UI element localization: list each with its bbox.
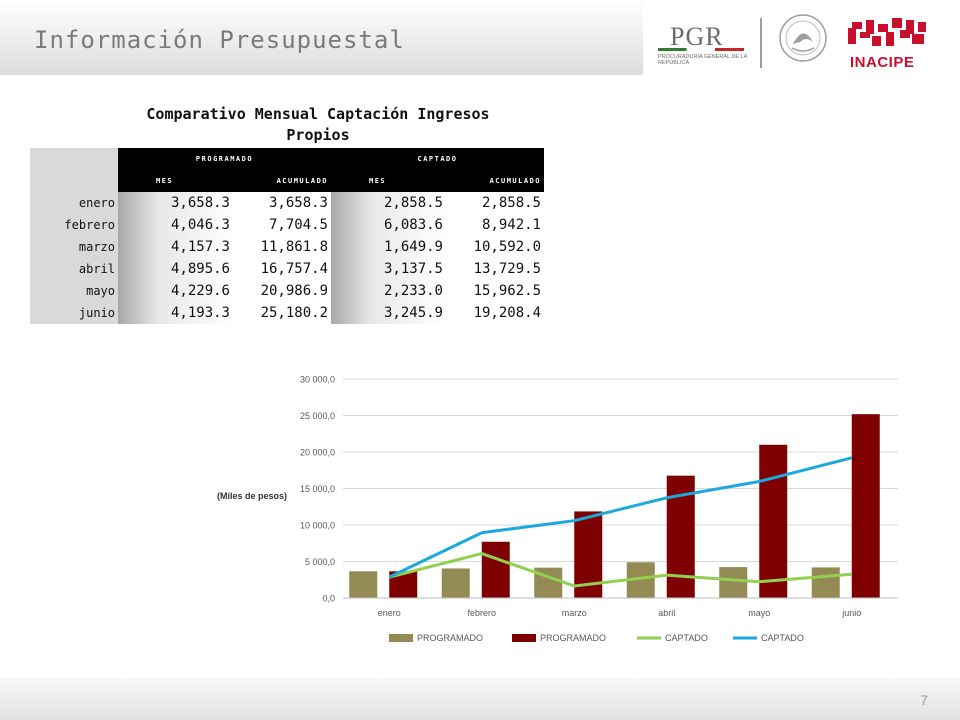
pgr-logo-subtitle: PROCURADURÍA GENERAL DE LA REPÚBLICA	[658, 54, 748, 66]
row-capt-acum: 13,729.5	[446, 258, 544, 280]
header-capt-mes: MES	[331, 170, 446, 192]
table-title-line2: Propios	[286, 126, 350, 144]
inacipe-logo-icon	[848, 18, 926, 46]
row-prog-mes: 4,193.3	[118, 302, 233, 324]
x-tick-label: junio	[841, 608, 861, 618]
y-tick-label: 20 000,0	[300, 448, 335, 458]
table-corner-2	[30, 170, 118, 192]
table-title-line1: Comparativo Mensual Captación Ingresos	[146, 105, 490, 123]
x-tick-label: marzo	[562, 608, 587, 618]
row-prog-mes: 4,895.6	[118, 258, 233, 280]
y-tick-label: 30 000,0	[300, 375, 335, 385]
row-month: mayo	[30, 280, 118, 302]
x-tick-label: enero	[378, 608, 401, 618]
table-title: Comparativo Mensual Captación Ingresos P…	[90, 104, 546, 146]
page-title: Información Presupuestal	[34, 26, 405, 54]
table-group-header-row: PROGRAMADO CAPTADO	[30, 148, 544, 170]
bar-programado-mes	[719, 567, 748, 598]
legend-swatch	[512, 634, 536, 642]
table-corner	[30, 148, 118, 170]
row-prog-acum: 20,986.9	[233, 280, 331, 302]
inacipe-logo-text: INACIPE	[850, 54, 915, 71]
row-month: febrero	[30, 214, 118, 236]
pgr-logo-rule	[658, 48, 744, 51]
legend-label: PROGRAMADO	[417, 633, 483, 643]
row-capt-acum: 15,962.5	[446, 280, 544, 302]
row-capt-mes: 3,137.5	[331, 258, 446, 280]
row-capt-mes: 2,858.5	[331, 192, 446, 214]
table-row: febrero 4,046.3 7,704.5 6,083.6 8,942.1	[30, 214, 544, 236]
bar-programado-mes	[811, 567, 840, 598]
row-capt-mes: 3,245.9	[331, 302, 446, 324]
y-tick-label: 5 000,0	[305, 557, 335, 567]
bar-programado-mes	[441, 568, 470, 598]
x-tick-label: abril	[658, 608, 675, 618]
bar-programado-mes	[349, 571, 378, 598]
row-month: marzo	[30, 236, 118, 258]
legend-label: PROGRAMADO	[540, 633, 606, 643]
table-row: mayo 4,229.6 20,986.9 2,233.0 15,962.5	[30, 280, 544, 302]
y-tick-label: 0,0	[322, 594, 335, 604]
table-row: marzo 4,157.3 11,861.8 1,649.9 10,592.0	[30, 236, 544, 258]
bar-programado-acum	[851, 414, 880, 598]
header-capt-acum: ACUMULADO	[446, 170, 544, 192]
footer-band	[0, 678, 960, 720]
bar-programado-acum	[481, 541, 510, 598]
y-tick-label: 10 000,0	[300, 521, 335, 531]
header-prog-mes: MES	[118, 170, 233, 192]
row-capt-acum: 8,942.1	[446, 214, 544, 236]
x-tick-label: febrero	[467, 608, 496, 618]
header-band	[0, 0, 643, 75]
row-month: enero	[30, 192, 118, 214]
table-row: abril 4,895.6 16,757.4 3,137.5 13,729.5	[30, 258, 544, 280]
row-capt-acum: 2,858.5	[446, 192, 544, 214]
row-capt-mes: 2,233.0	[331, 280, 446, 302]
logo-divider	[760, 18, 762, 68]
budget-table: PROGRAMADO CAPTADO MES ACUMULADO MES ACU…	[30, 148, 544, 324]
row-month: junio	[30, 302, 118, 324]
y-tick-label: 15 000,0	[300, 484, 335, 494]
bar-programado-acum	[759, 444, 788, 598]
row-prog-mes: 4,157.3	[118, 236, 233, 258]
legend-label: CAPTADO	[665, 633, 708, 643]
table-sub-header-row: MES ACUMULADO MES ACUMULADO	[30, 170, 544, 192]
row-capt-mes: 1,649.9	[331, 236, 446, 258]
row-month: abril	[30, 258, 118, 280]
row-prog-acum: 11,861.8	[233, 236, 331, 258]
row-prog-acum: 16,757.4	[233, 258, 331, 280]
row-prog-mes: 4,229.6	[118, 280, 233, 302]
row-capt-acum: 19,208.4	[446, 302, 544, 324]
line-captado-acum	[388, 456, 853, 579]
row-capt-mes: 6,083.6	[331, 214, 446, 236]
row-prog-acum: 7,704.5	[233, 214, 331, 236]
line-captado-mes	[388, 552, 852, 588]
pgr-logo-text: PGR	[670, 22, 724, 51]
page-number: 7	[920, 692, 928, 708]
y-tick-label: 25 000,0	[300, 411, 335, 421]
legend-swatch	[389, 634, 413, 642]
x-tick-label: mayo	[748, 608, 770, 618]
table-row: enero 3,658.3 3,658.3 2,858.5 2,858.5	[30, 192, 544, 214]
row-prog-acum: 25,180.2	[233, 302, 331, 324]
national-seal-icon	[779, 14, 827, 62]
header-prog-acum: ACUMULADO	[233, 170, 331, 192]
header-programado: PROGRAMADO	[118, 148, 331, 170]
row-prog-mes: 4,046.3	[118, 214, 233, 236]
header-captado: CAPTADO	[331, 148, 544, 170]
row-prog-mes: 3,658.3	[118, 192, 233, 214]
y-axis-label: (Miles de pesos)	[217, 491, 287, 501]
row-capt-acum: 10,592.0	[446, 236, 544, 258]
legend-label: CAPTADO	[761, 633, 804, 643]
table-row: junio 4,193.3 25,180.2 3,245.9 19,208.4	[30, 302, 544, 324]
row-prog-acum: 3,658.3	[233, 192, 331, 214]
